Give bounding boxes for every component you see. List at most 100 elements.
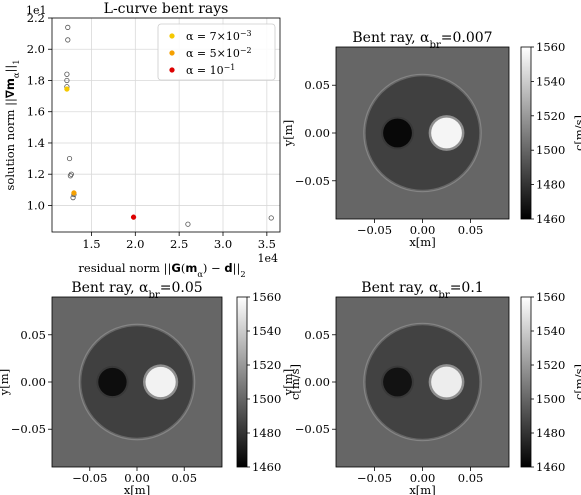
colorbar-tick-label: 1540 [252, 324, 281, 338]
colorbar [236, 296, 248, 468]
x-tick-label: −0.05 [72, 471, 107, 485]
colorbar-tick-label: 1500 [536, 392, 565, 406]
colorbar-tick-label: 1480 [536, 178, 565, 192]
disc-region [81, 326, 193, 438]
y-tick-label: 2.0 [27, 42, 45, 56]
colorbar-tick-label: 1560 [252, 290, 281, 304]
disc-halo [78, 323, 196, 441]
colorbar-label: c[m/s] [288, 364, 302, 400]
colorbar-tick-label: 1460 [252, 460, 281, 474]
legend-marker [169, 67, 175, 73]
x-tick-label: 2.5 [170, 237, 188, 251]
y-tick-label: 0.00 [20, 375, 46, 389]
heatmap-panel-alpha-0-05: −0.05 0.00 0.05 0.05 0.00 −0.05 x[m] y[m] Bent r… [0, 280, 302, 495]
colorbar-tick-label: 1540 [536, 74, 565, 88]
lcurve-title: L-curve bent rays [104, 1, 229, 17]
heatmap-title: Bent ray, αbr=0.1 [361, 280, 483, 301]
data-point [64, 77, 70, 84]
x-tick-label: 2.0 [126, 237, 144, 251]
legend-marker [169, 50, 175, 56]
disc-region [365, 325, 480, 439]
colorbar-tick-label: 1480 [252, 426, 281, 440]
colorbar [520, 296, 532, 468]
x-tick-label: 0.00 [410, 223, 436, 237]
heatmap-panel-alpha-0-007: −0.05 0.00 0.05 0.05 0.00 −0.05 x[m] y[m] Bent r… [281, 30, 581, 249]
x-axis-label: x[m] [409, 235, 435, 249]
colorbar [520, 46, 532, 220]
x-tick-label: 1.5 [82, 237, 100, 251]
fast-inclusion [145, 366, 176, 398]
y-tick-label: 1.8 [27, 73, 45, 87]
colorbar-label: c[m/s] [572, 364, 581, 400]
x-tick-label: 0.05 [171, 471, 197, 485]
data-point [268, 215, 274, 221]
slow-inclusion [383, 118, 412, 148]
x-axis-label: x[m] [124, 483, 150, 495]
slow-inclusion [383, 367, 412, 397]
y-axis-label: y[m] [0, 369, 11, 396]
data-point [67, 173, 74, 179]
x-tick-label: −0.05 [357, 223, 392, 237]
heatmap-panel-alpha-0-1: −0.05 0.00 0.05 0.05 0.00 −0.05 x[m] y[m] Bent r… [281, 280, 581, 495]
y-tick-label: 1.0 [27, 198, 45, 212]
colorbar-tick-label: 1460 [536, 460, 565, 474]
x-tick-label: 0.05 [458, 471, 484, 485]
legend-box [157, 23, 276, 81]
y-multiplier: 1e1 [26, 4, 47, 17]
plot-frame [51, 17, 281, 233]
data-point [66, 155, 73, 162]
disc-halo [363, 73, 482, 193]
legend-label: α = 7×10−3 [186, 29, 252, 44]
y-tick-label: −0.05 [295, 422, 330, 436]
y-tick-label: 0.05 [304, 78, 330, 92]
x-tick-label: −0.05 [357, 471, 392, 485]
colorbar-label: c[m/s] [572, 115, 581, 151]
highlight-point [64, 86, 70, 92]
lcurve-panel: 1.5 2.0 2.5 3.0 3.5 1.0 1.2 1.4 1.6 1.8 2.0 2.2 L-cu… [3, 1, 281, 279]
y-tick-label: −0.05 [295, 174, 330, 188]
colorbar-tick-label: 1480 [536, 426, 565, 440]
x-axis-label: x[m] [409, 483, 435, 495]
colorbar-tick-label: 1560 [536, 290, 565, 304]
slow-inclusion [98, 367, 127, 397]
data-point [65, 24, 71, 30]
heatmap-image [52, 297, 222, 467]
colorbar-tick-label: 1540 [536, 324, 565, 338]
y-tick-label: 1.2 [27, 167, 45, 181]
x-tick-label: 3.0 [214, 237, 232, 251]
y-tick-label: 0.00 [304, 126, 330, 140]
highlight-point [130, 214, 137, 220]
disc-halo [363, 322, 482, 442]
colorbar-tick-label: 1560 [536, 40, 565, 54]
heatmap-image [336, 297, 509, 467]
colorbar-tick-label: 1500 [536, 143, 565, 157]
colorbar-tick-label: 1500 [252, 392, 281, 406]
data-point [185, 221, 191, 227]
legend: α = 7×10−3 α = 5×10−2 α = 10−1 [157, 23, 276, 81]
x-tick-label: 0.00 [124, 471, 150, 485]
fast-inclusion [431, 117, 462, 149]
data-point [65, 37, 71, 43]
legend-label: α = 5×10−2 [186, 46, 252, 61]
colorbar-tick-label: 1460 [536, 212, 565, 226]
x-axis-label: residual norm ||G(mα) − d||2 [78, 261, 245, 279]
heatmap-title: Bent ray, αbr=0.05 [71, 280, 202, 301]
y-axis-label: solution norm ||∇mα||1 [3, 60, 21, 191]
heatmap-image [336, 47, 509, 219]
legend-label: α = 10−1 [186, 63, 235, 78]
y-axis-label: y[m] [281, 369, 295, 396]
y-tick-label: 0.00 [304, 375, 330, 389]
y-tick-label: −0.05 [11, 422, 46, 436]
y-tick-label: 0.05 [20, 328, 46, 342]
y-axis-label: y[m] [281, 120, 295, 147]
x-tick-label: 0.00 [410, 471, 436, 485]
fast-inclusion [431, 366, 462, 398]
disc-region [365, 76, 480, 190]
highlight-point [71, 190, 77, 196]
y-tick-label: 1.6 [27, 105, 45, 119]
colorbar-tick-label: 1520 [536, 358, 565, 372]
x-tick-label: 0.05 [458, 223, 484, 237]
colorbar-tick-label: 1520 [536, 109, 565, 123]
y-tick-label: 2.2 [27, 11, 45, 25]
colorbar-tick-label: 1520 [252, 358, 281, 372]
